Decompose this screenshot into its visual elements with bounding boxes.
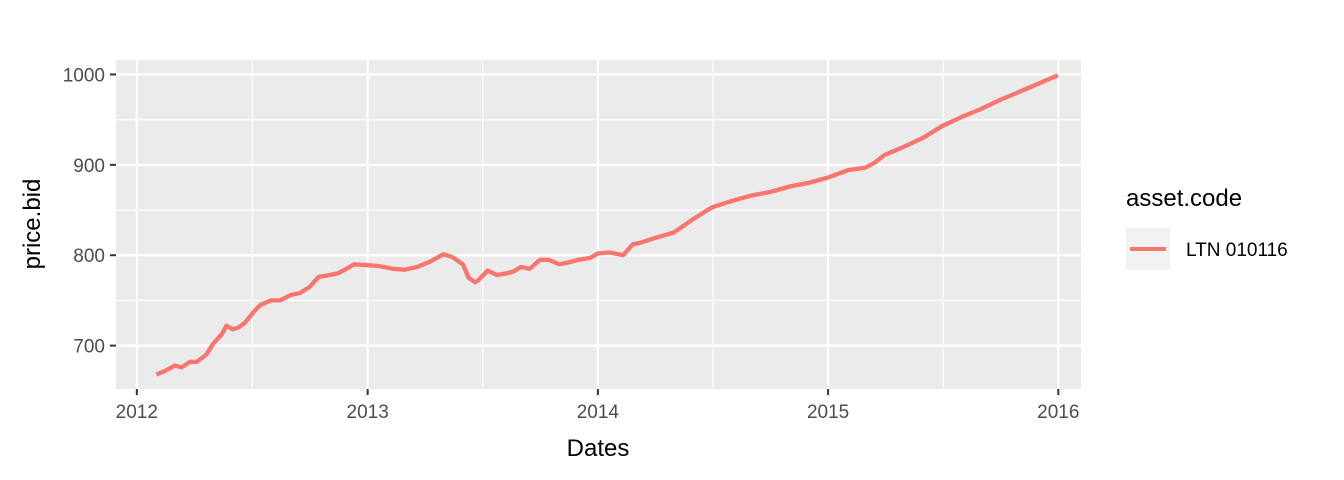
- x-tick-label: 2016: [1037, 402, 1079, 423]
- legend: asset.code LTN 010116: [1126, 185, 1288, 270]
- y-axis-title: price.bid: [19, 179, 46, 270]
- x-tick-label: 2014: [577, 402, 620, 423]
- y-axis: 700 800 900 1000: [63, 65, 116, 358]
- legend-label-ltn-010116: LTN 010116: [1186, 240, 1288, 261]
- x-axis-title: Dates: [567, 435, 630, 462]
- x-tick-label: 2015: [807, 402, 849, 423]
- y-tick-label: 900: [73, 156, 105, 177]
- x-tick-label: 2012: [116, 402, 158, 423]
- series-layer: [155, 73, 1059, 377]
- series-line-0: [155, 73, 1059, 377]
- y-tick-label: 700: [73, 337, 105, 358]
- y-tick-label: 800: [73, 246, 105, 267]
- legend-title: asset.code: [1126, 185, 1242, 212]
- x-tick-label: 2013: [347, 402, 389, 423]
- y-tick-label: 1000: [63, 65, 105, 86]
- x-axis: 2012 2013 2014 2015 2016: [116, 389, 1079, 423]
